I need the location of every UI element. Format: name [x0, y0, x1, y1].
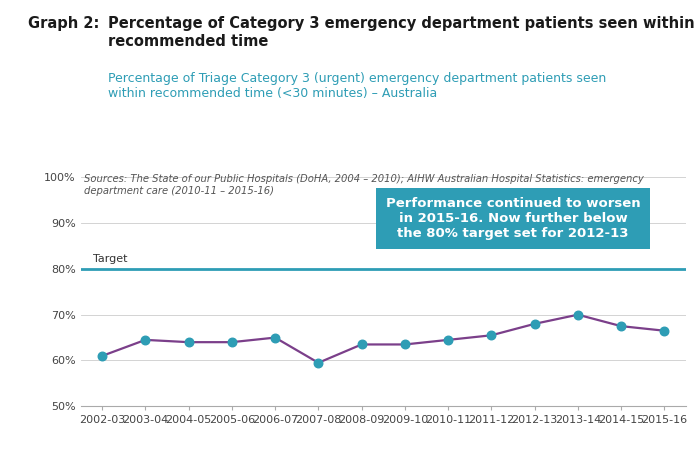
Point	[486, 332, 497, 339]
Text: Performance continued to worsen
in 2015-16. Now further below
the 80% target set: Performance continued to worsen in 2015-…	[386, 197, 640, 240]
Point	[615, 322, 626, 330]
Text: Graph 2:: Graph 2:	[28, 16, 99, 31]
Point	[226, 339, 237, 346]
Point	[399, 341, 410, 348]
Point	[573, 311, 584, 318]
Point	[313, 359, 324, 367]
Text: Sources: The State of our Public Hospitals (DoHA, 2004 – 2010); AIHW Australian : Sources: The State of our Public Hospita…	[83, 174, 643, 196]
Point	[270, 334, 281, 341]
Point	[140, 336, 151, 344]
Text: Percentage of Triage Category 3 (urgent) emergency department patients seen
with: Percentage of Triage Category 3 (urgent)…	[108, 72, 607, 100]
Point	[356, 341, 368, 348]
Text: Target: Target	[92, 255, 127, 264]
Point	[659, 327, 670, 334]
Point	[529, 320, 540, 327]
Text: Percentage of Category 3 emergency department patients seen within
recommended t: Percentage of Category 3 emergency depar…	[108, 16, 695, 49]
Point	[183, 339, 194, 346]
Point	[97, 352, 108, 360]
Point	[442, 336, 454, 344]
